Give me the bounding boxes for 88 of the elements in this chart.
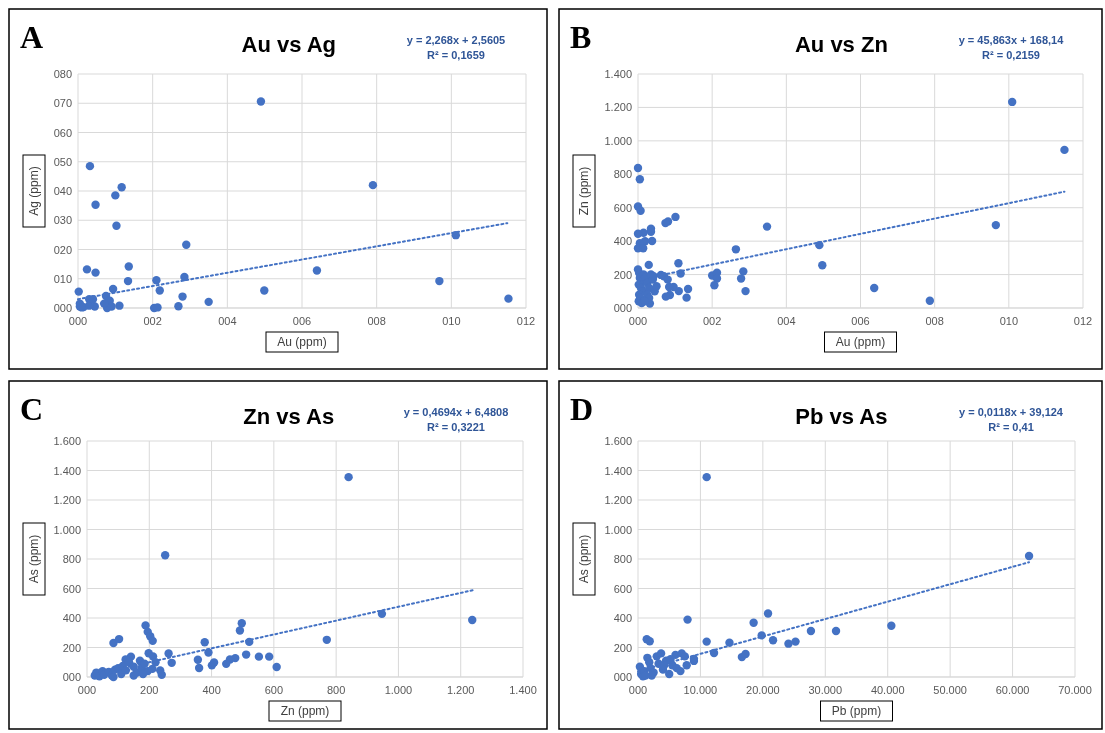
- x-tick-label: 40.000: [870, 684, 905, 696]
- y-tick-label: 1.200: [604, 101, 632, 114]
- x-axis-title: Au (ppm): [835, 335, 886, 349]
- text: R² = 0,1659: [427, 49, 485, 61]
- x-tick-label: 008: [925, 315, 944, 327]
- x-tick-label: 400: [202, 684, 221, 696]
- y-tick-label: 200: [613, 641, 632, 654]
- x-tick-label: 012: [1073, 315, 1093, 327]
- chart-title: Pb vs As: [795, 404, 888, 429]
- y-tick-label: 000: [53, 302, 72, 314]
- x-tick-label: 006: [292, 315, 312, 327]
- y-tick-label: 400: [62, 612, 81, 624]
- x-tick-label: 008: [367, 315, 386, 327]
- y-tick-label: 200: [62, 641, 81, 654]
- y-tick-label: 1.000: [604, 523, 632, 536]
- x-axis-title: Zn (ppm): [280, 704, 330, 718]
- y-tick-label: 060: [53, 126, 72, 139]
- text: C: [20, 391, 44, 427]
- x-tick-label: 004: [777, 315, 796, 327]
- y-tick-label: 1.000: [604, 134, 632, 147]
- y-tick-label: 200: [613, 268, 632, 281]
- y-tick-label: 000: [613, 671, 632, 683]
- x-tick-label: 000: [628, 684, 648, 696]
- y-tick-label: 070: [53, 97, 72, 110]
- y-tick-label: 600: [613, 582, 632, 595]
- x-tick-label: 50.000: [933, 684, 967, 696]
- text: R² = 0,3221: [427, 421, 485, 433]
- x-tick-label: 010: [442, 315, 461, 327]
- x-tick-label: 006: [851, 315, 870, 327]
- x-tick-label: 004: [218, 315, 237, 327]
- y-tick-label: 800: [62, 553, 81, 565]
- x-tick-label: 000: [77, 684, 97, 696]
- text: y = 45,863x + 168,14: [958, 34, 1065, 46]
- x-tick-label: 60.000: [995, 684, 1030, 696]
- y-tick-label: 600: [62, 582, 81, 595]
- x-axis-title: Pb (ppm): [831, 704, 882, 718]
- x-tick-label: 010: [999, 315, 1019, 327]
- y-axis-title: Ag (ppm): [27, 166, 41, 216]
- text: R² = 0,41: [988, 421, 1034, 433]
- y-tick-label: 010: [53, 272, 72, 285]
- y-tick-label: 1.600: [53, 435, 81, 447]
- y-tick-label: 1.400: [53, 464, 81, 477]
- y-tick-label: 400: [613, 612, 632, 624]
- y-tick-label: 000: [613, 302, 632, 314]
- y-tick-label: 600: [613, 201, 632, 214]
- y-tick-label: 1.400: [604, 464, 632, 477]
- y-tick-label: 040: [53, 185, 72, 197]
- text: B: [570, 19, 592, 55]
- x-tick-label: 200: [140, 684, 159, 696]
- text: y = 0,4694x + 6,4808: [403, 406, 509, 418]
- x-tick-label: 600: [264, 684, 284, 696]
- chart-title: Zn vs As: [243, 404, 335, 429]
- y-tick-label: 1.600: [604, 435, 632, 447]
- text: y = 2,268x + 2,5605: [406, 34, 506, 46]
- y-tick-label: 020: [53, 243, 72, 256]
- y-tick-label: 050: [53, 155, 72, 168]
- x-tick-label: 002: [702, 315, 722, 327]
- x-tick-label: 20.000: [746, 684, 780, 696]
- x-tick-label: 70.000: [1058, 684, 1092, 696]
- y-tick-label: 400: [613, 235, 632, 248]
- x-tick-label: 002: [143, 315, 162, 327]
- x-axis-title: Au (ppm): [277, 335, 327, 349]
- x-tick-label: 1.000: [384, 684, 413, 696]
- y-axis-title: As (ppm): [577, 534, 591, 584]
- y-tick-label: 800: [613, 553, 632, 565]
- x-tick-label: 800: [326, 684, 346, 696]
- x-tick-label: 000: [628, 315, 648, 327]
- y-tick-label: 800: [613, 168, 632, 181]
- y-tick-label: 1.200: [53, 494, 81, 506]
- text: R² = 0,2159: [982, 49, 1040, 61]
- text: D: [570, 391, 594, 427]
- y-axis-title: As (ppm): [27, 534, 41, 584]
- y-axis-title: Zn (ppm): [577, 166, 591, 216]
- y-tick-label: 080: [53, 68, 72, 80]
- x-tick-label: 10.000: [683, 684, 718, 696]
- x-tick-label: 1.200: [446, 684, 475, 696]
- text: A: [20, 19, 44, 55]
- y-tick-label: 1.200: [604, 494, 632, 506]
- y-tick-label: 030: [53, 214, 72, 227]
- y-tick-label: 000: [62, 671, 81, 683]
- x-tick-label: 30.000: [808, 684, 843, 696]
- x-tick-label: 012: [516, 315, 536, 327]
- chart-title: Au vs Ag: [241, 32, 337, 57]
- x-tick-label: 1.400: [509, 684, 537, 696]
- text: y = 0,0118x + 39,124: [959, 406, 1064, 418]
- y-tick-label: 1.000: [53, 523, 81, 536]
- y-tick-label: 1.400: [604, 68, 632, 80]
- chart-title: Au vs Zn: [794, 32, 888, 57]
